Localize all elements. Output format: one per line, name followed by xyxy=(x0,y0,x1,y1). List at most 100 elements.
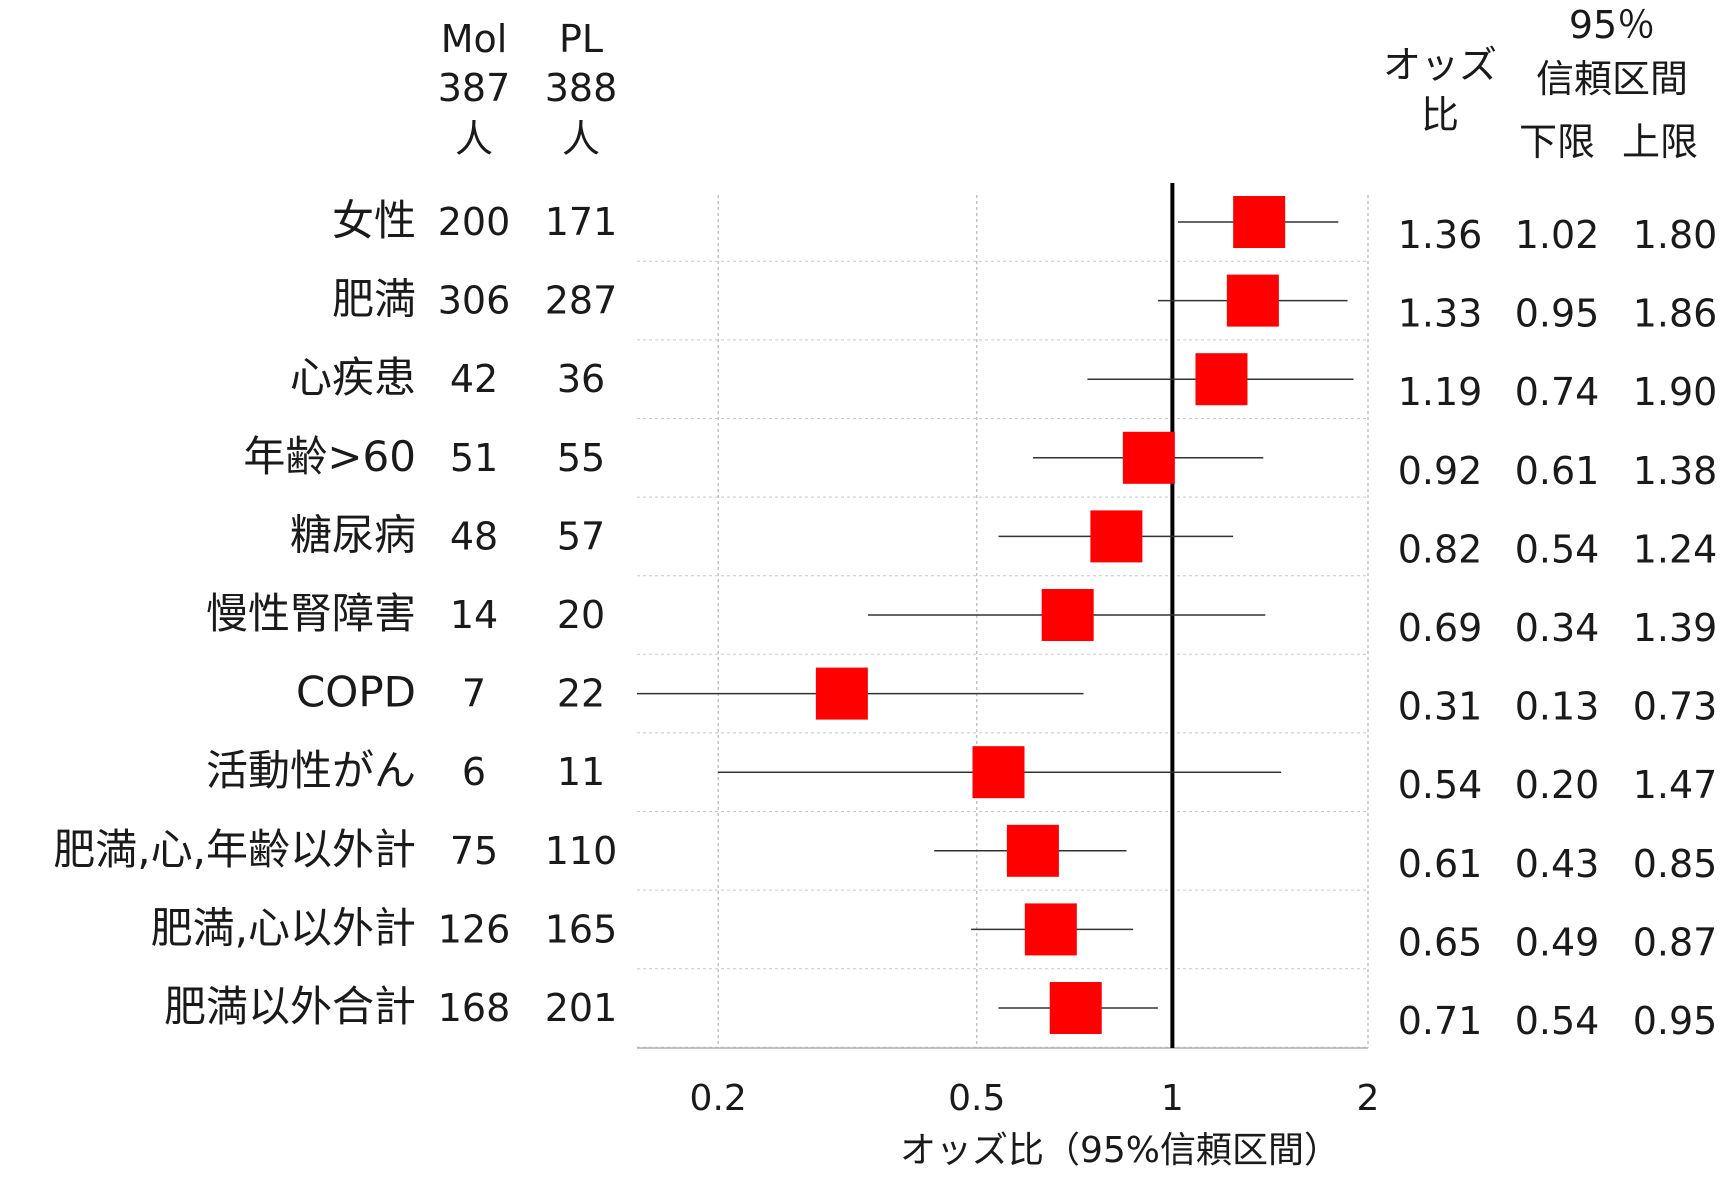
pl-count: 11 xyxy=(557,750,605,794)
mol-header-unit: 人 xyxy=(455,117,493,161)
x-tick-label: 2 xyxy=(1357,1078,1380,1119)
pl-count: 20 xyxy=(557,593,605,637)
table-row: 肥満,心以外計 126 165 0.65 0.49 0.87 xyxy=(151,903,1718,964)
ci-upper-header: 上限 xyxy=(1622,120,1698,164)
ci-lower-value: 0.13 xyxy=(1515,685,1600,729)
ci-upper-value: 1.80 xyxy=(1633,213,1718,257)
ci-header-line2: 信頼区間 xyxy=(1536,57,1688,101)
x-tick-label: 1 xyxy=(1161,1078,1184,1119)
ci-upper-value: 1.47 xyxy=(1633,763,1718,807)
odds-ratio-value: 1.19 xyxy=(1398,370,1483,414)
pl-count: 110 xyxy=(545,829,618,873)
table-row: 活動性がん 6 11 0.54 0.20 1.47 xyxy=(206,746,1717,807)
odds-ratio-marker xyxy=(1049,982,1102,1034)
odds-ratio-marker xyxy=(1226,274,1279,327)
ci-upper-value: 0.73 xyxy=(1633,685,1718,729)
table-row: 心疾患 42 36 1.19 0.74 1.90 xyxy=(290,353,1717,414)
column-headers: Mol 387 人 PL 388 人 オッズ 比 95％ 信頼区間 下限 上限 xyxy=(438,3,1698,164)
row-label: COPD xyxy=(296,668,416,717)
pl-count: 171 xyxy=(545,200,618,244)
odds-ratio-value: 0.65 xyxy=(1398,920,1483,964)
ci-upper-value: 1.39 xyxy=(1633,606,1718,650)
ci-lower-header: 下限 xyxy=(1519,120,1595,164)
ci-lower-value: 0.54 xyxy=(1515,999,1600,1043)
ci-upper-value: 0.85 xyxy=(1633,842,1718,886)
mol-count: 51 xyxy=(450,436,498,480)
table-row: 肥満 306 287 1.33 0.95 1.86 xyxy=(332,274,1718,336)
ci-lower-value: 0.74 xyxy=(1515,370,1600,414)
pl-header-unit: 人 xyxy=(562,117,600,161)
odds-ratio-marker xyxy=(1233,196,1286,248)
odds-ratio-value: 1.33 xyxy=(1398,292,1483,336)
ci-upper-value: 0.95 xyxy=(1633,999,1718,1043)
mol-count: 14 xyxy=(450,593,498,637)
odds-ratio-marker xyxy=(1041,589,1094,641)
mol-count: 200 xyxy=(438,200,511,244)
pl-count: 165 xyxy=(545,907,618,951)
mol-count: 6 xyxy=(462,750,486,794)
row-label: 糖尿病 xyxy=(290,510,416,559)
ci-lower-value: 0.49 xyxy=(1515,920,1600,964)
row-label: 肥満,心以外計 xyxy=(151,903,416,952)
or-header-line2: 比 xyxy=(1421,93,1459,137)
pl-count: 201 xyxy=(545,986,618,1030)
row-label: 心疾患 xyxy=(290,353,416,402)
ci-upper-value: 1.86 xyxy=(1633,292,1718,336)
odds-ratio-value: 0.31 xyxy=(1398,685,1483,729)
mol-count: 7 xyxy=(462,672,486,716)
mol-header-n: 387 xyxy=(438,66,511,110)
table-row: 肥満以外合計 168 201 0.71 0.54 0.95 xyxy=(164,982,1717,1043)
pl-header-n: 388 xyxy=(545,66,618,110)
odds-ratio-marker xyxy=(1006,824,1059,877)
row-label: 肥満以外合計 xyxy=(164,982,416,1031)
odds-ratio-value: 1.36 xyxy=(1398,213,1483,257)
table-row: 年齢>60 51 55 0.92 0.61 1.38 xyxy=(243,431,1718,493)
odds-ratio-value: 0.54 xyxy=(1398,763,1483,807)
odds-ratio-value: 0.69 xyxy=(1398,606,1483,650)
odds-ratio-marker xyxy=(972,746,1025,799)
table-row: 慢性腎障害 14 20 0.69 0.34 1.39 xyxy=(206,589,1717,650)
x-tick-label: 0.2 xyxy=(690,1078,747,1119)
pl-count: 55 xyxy=(557,436,605,480)
table-row: 女性 200 171 1.36 1.02 1.80 xyxy=(332,196,1717,257)
table-row: 肥満,心,年齢以外計 75 110 0.61 0.43 0.85 xyxy=(53,824,1718,886)
ci-lower-value: 1.02 xyxy=(1515,213,1600,257)
pl-count: 57 xyxy=(557,514,605,558)
mol-header-label: Mol xyxy=(441,17,508,61)
ci-lower-value: 0.61 xyxy=(1515,449,1600,493)
pl-header-label: PL xyxy=(559,17,603,61)
table-row: 糖尿病 48 57 0.82 0.54 1.24 xyxy=(290,510,1717,571)
table-row: COPD 7 22 0.31 0.13 0.73 xyxy=(296,667,1718,729)
ci-lower-value: 0.20 xyxy=(1515,763,1600,807)
mol-count: 48 xyxy=(450,514,498,558)
odds-ratio-marker xyxy=(1090,510,1143,563)
ci-lower-value: 0.54 xyxy=(1515,527,1600,571)
pl-count: 36 xyxy=(557,357,605,401)
odds-ratio-marker xyxy=(1024,903,1077,956)
ci-upper-value: 1.24 xyxy=(1633,527,1718,571)
x-tick-label: 0.5 xyxy=(948,1078,1005,1119)
ci-lower-value: 0.43 xyxy=(1515,842,1600,886)
odds-ratio-marker xyxy=(1195,353,1248,406)
pl-count: 287 xyxy=(545,279,618,323)
row-label: 慢性腎障害 xyxy=(206,589,416,638)
odds-ratio-value: 0.71 xyxy=(1398,999,1483,1043)
mol-count: 126 xyxy=(438,907,511,951)
row-label: 活動性がん xyxy=(206,746,416,795)
pl-count: 22 xyxy=(557,672,605,716)
ci-upper-value: 1.90 xyxy=(1633,370,1718,414)
odds-ratio-value: 0.92 xyxy=(1398,449,1483,493)
ci-upper-value: 1.38 xyxy=(1633,449,1718,493)
odds-ratio-value: 0.61 xyxy=(1398,842,1483,886)
mol-count: 42 xyxy=(450,357,498,401)
ci-upper-value: 0.87 xyxy=(1633,920,1718,964)
row-label: 肥満,心,年齢以外計 xyxy=(53,825,416,874)
x-axis-label: オッズ比（95%信頼区間） xyxy=(900,1130,1340,1171)
odds-ratio-value: 0.82 xyxy=(1398,527,1483,571)
mol-count: 168 xyxy=(438,986,511,1030)
odds-ratio-marker xyxy=(1122,431,1175,484)
mol-count: 306 xyxy=(438,279,511,323)
mol-count: 75 xyxy=(450,829,498,873)
odds-ratio-marker xyxy=(815,667,868,720)
